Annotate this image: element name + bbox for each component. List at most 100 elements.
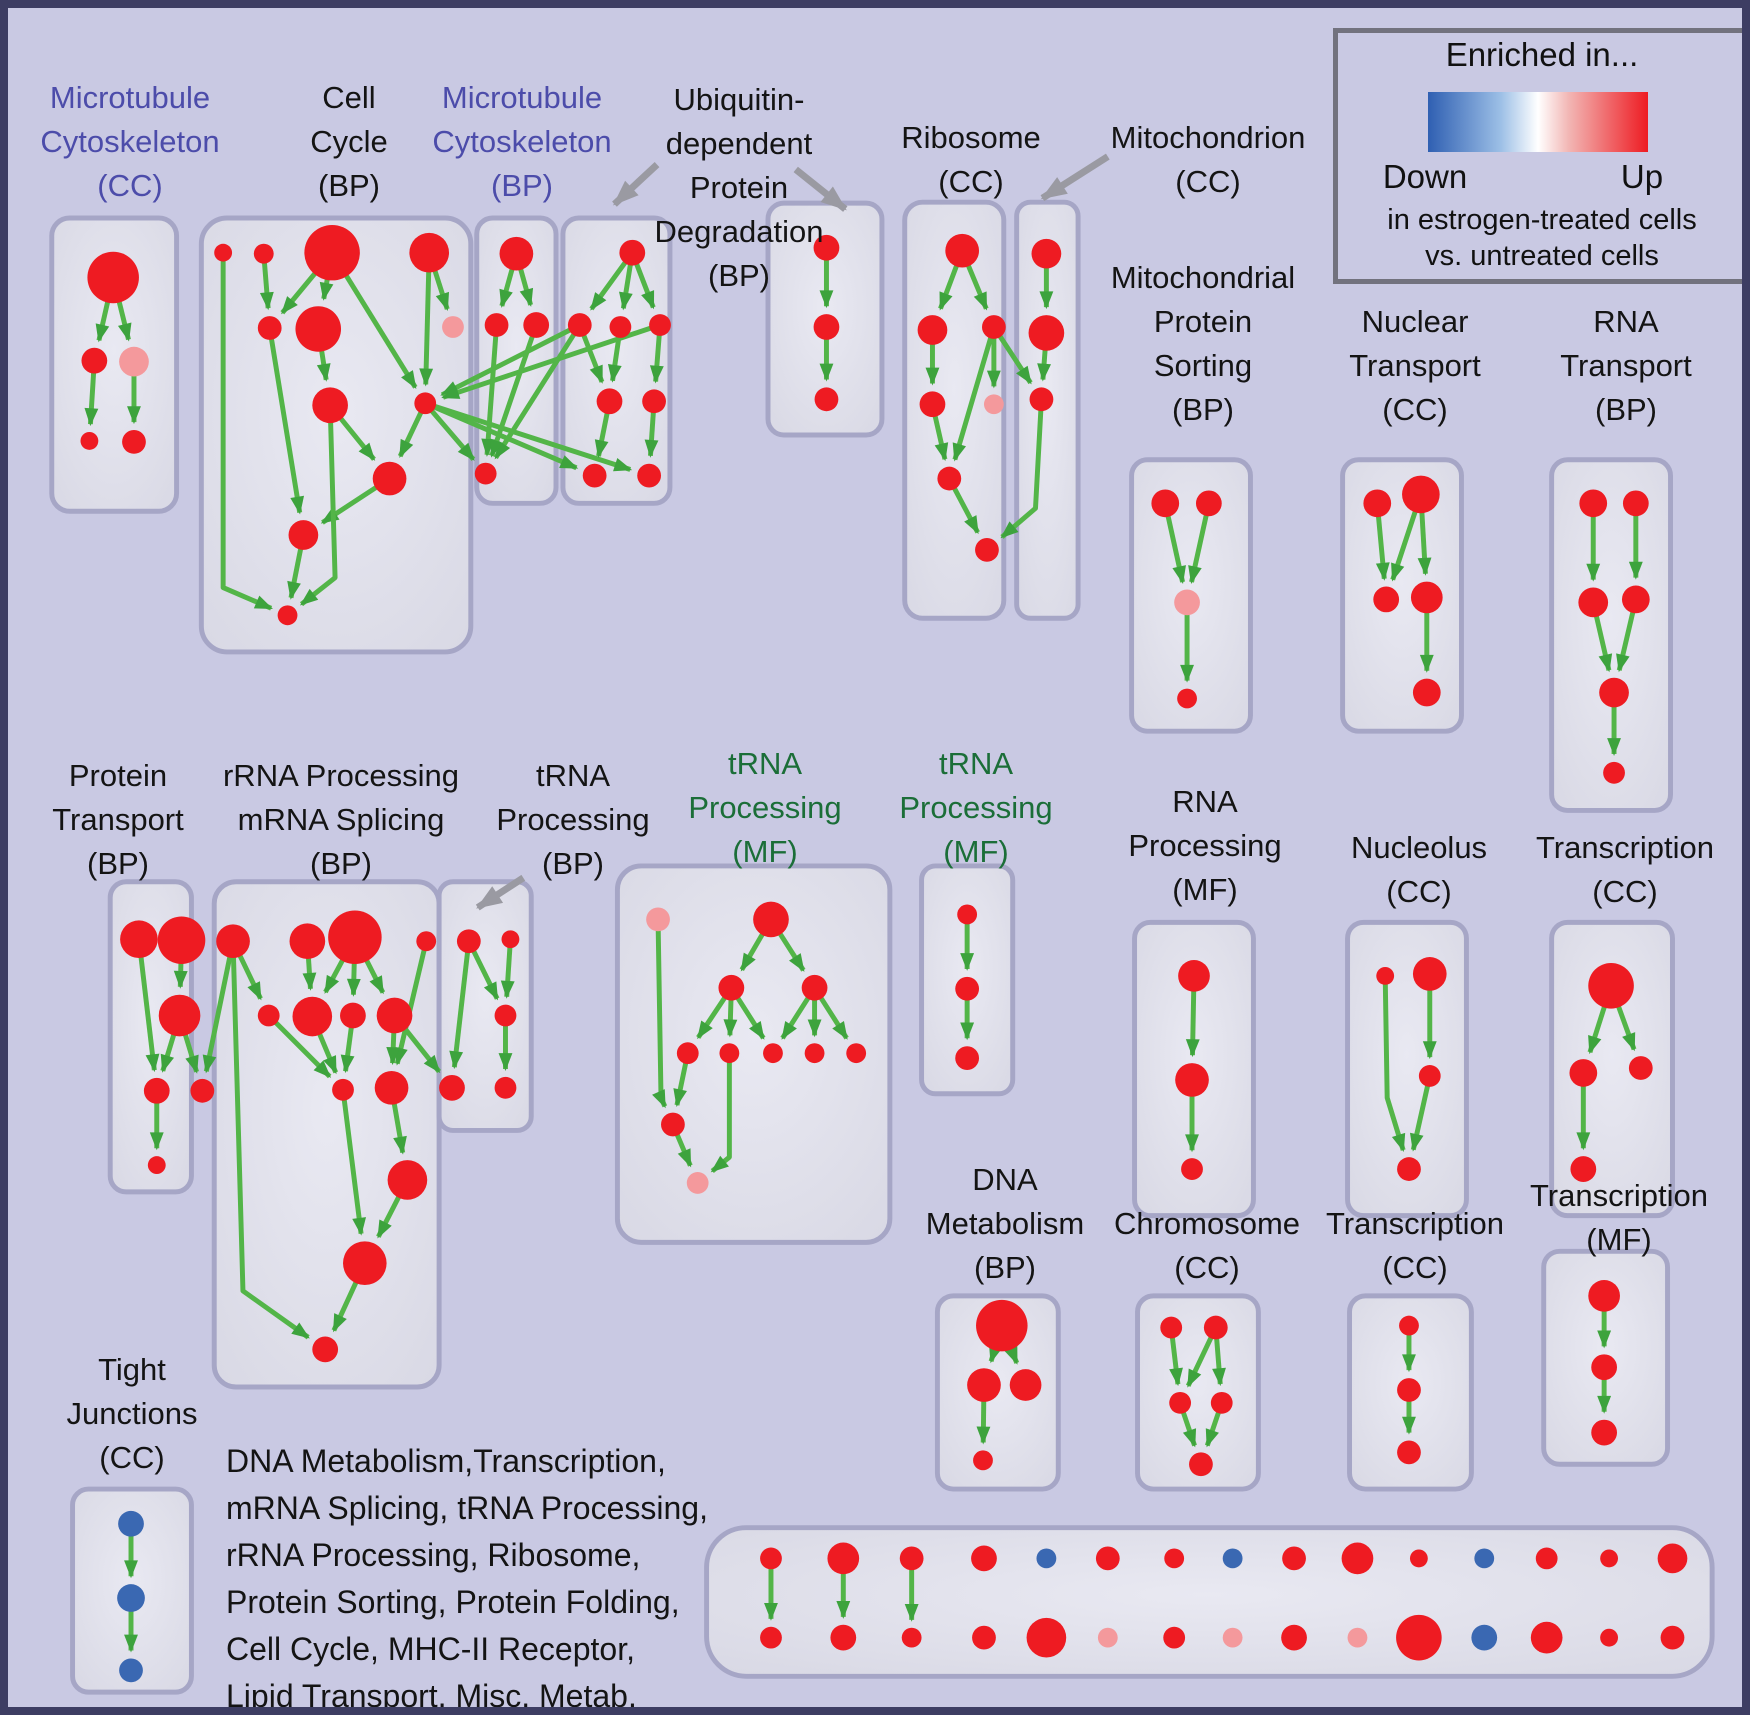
group-box-nucleolus-box [1345, 919, 1469, 1219]
go-term-node-n4-up [1412, 678, 1441, 707]
edge-r4-r8 [266, 1013, 332, 1079]
legend-up-label: Up [1620, 158, 1664, 195]
go-term-node-c0-up [214, 243, 233, 262]
group-label-tight-junctions-cc: Tight Junctions (CC) [66, 1352, 198, 1475]
go-term-node-p9-up [661, 1112, 685, 1137]
label-pointer-arrow-0 [612, 161, 660, 207]
group-label-protein-transport-bp: Protein Transport (BP) [52, 758, 184, 881]
go-term-node-c8-up [414, 392, 437, 415]
go-term-node-c9-up [372, 461, 407, 496]
go-term-node-r5-up [292, 996, 333, 1037]
edge-r8-r11 [340, 1089, 367, 1236]
group-box-rnatransport-box [1549, 457, 1673, 813]
go-term-node-u4-up [596, 388, 623, 415]
go-term-node-p4-up [676, 1042, 699, 1065]
go-term-node-f4-up [494, 1076, 517, 1099]
go-term-node-r6-up [340, 1002, 366, 1029]
go-term-node-y2-up [1418, 1065, 1441, 1087]
go-term-node-w1-up [955, 976, 980, 1001]
go-term-node-u6-up [582, 463, 607, 488]
go-term-node-d3-up [973, 1450, 993, 1471]
group-box-bottomrow-box [704, 1525, 1715, 1679]
misc-text-line: Protein Sorting, Protein Folding, [226, 1584, 680, 1620]
go-term-node-bw6t-up [1164, 1548, 1185, 1569]
go-term-node-r0-up [216, 924, 250, 959]
go-term-node-bw12b-up [1530, 1621, 1563, 1654]
go-term-node-bw0t-up [760, 1547, 782, 1570]
go-term-node-e1-up [157, 916, 206, 964]
go-term-node-k2-up [1591, 1419, 1618, 1446]
go-term-node-r9-up [374, 1070, 409, 1105]
go-term-node-bw4b-up [1026, 1617, 1067, 1658]
group-label-nuclear-transport-cc: Nuclear Transport (CC) [1349, 304, 1481, 427]
go-term-node-b1-up [917, 315, 948, 345]
go-term-node-s3-up [1177, 688, 1197, 709]
label-pointer-arrow-1 [793, 166, 848, 212]
go-term-node-bw5b-up-weak [1097, 1627, 1118, 1648]
go-term-node-y1-up [1412, 957, 1447, 991]
go-term-node-a2-up-weak [119, 346, 149, 377]
edge-f1-f2 [500, 939, 515, 999]
go-term-node-n1-up [1402, 475, 1440, 514]
go-term-node-bw7t-down [1222, 1548, 1243, 1569]
go-term-node-q4-up [1599, 677, 1629, 708]
go-term-node-c6-up-weak [442, 316, 464, 338]
go-term-node-z2-up [1628, 1056, 1653, 1080]
go-term-node-u1-up [567, 313, 592, 337]
edge-t2-b6 [1000, 399, 1044, 539]
go-term-node-p2-up [718, 974, 745, 1001]
group-label-trna-processing-mf-2: tRNA Processing (MF) [899, 746, 1053, 869]
go-term-node-r7-up [376, 997, 413, 1034]
go-term-node-bw8t-up [1282, 1546, 1306, 1571]
go-term-node-r11-up [343, 1241, 387, 1285]
go-term-node-p5-up [719, 1043, 740, 1064]
group-box-rrna-box [211, 879, 442, 1390]
go-term-node-r3-up [416, 931, 437, 952]
go-term-node-f1-up [501, 930, 520, 949]
misc-text-line: Cell Cycle, MHC-II Receptor, [226, 1631, 635, 1667]
go-term-node-r2-up [328, 910, 382, 964]
go-term-node-bw10b-up [1396, 1614, 1442, 1661]
go-term-node-c1-up [253, 243, 274, 264]
go-term-node-bw5t-up [1095, 1546, 1120, 1571]
go-term-node-r12-up [312, 1336, 339, 1363]
go-term-node-q0-up [1579, 489, 1608, 518]
go-term-node-b2-up [981, 315, 1006, 339]
go-term-node-c4-up [257, 316, 282, 340]
go-term-node-e5-up [147, 1156, 166, 1175]
group-label-mitochondrion-cc: Mitochondrion (CC) [1110, 120, 1306, 199]
go-term-node-b3-up [919, 391, 946, 418]
edge-c8-u7 [424, 400, 633, 472]
edge-r3-r9 [394, 940, 429, 1066]
edge-m2-m3 [489, 324, 539, 458]
go-term-node-c7-up [312, 387, 348, 424]
go-term-node-h0-up [1160, 1316, 1183, 1339]
misc-text-line: Lipid Transport, Misc. Metab. [226, 1678, 637, 1714]
edge-u1-m3 [493, 323, 582, 460]
go-term-node-d1-up [967, 1368, 1001, 1402]
edge-p5-p10 [710, 1053, 732, 1173]
go-term-node-n2-up [1373, 586, 1400, 613]
misc-text-line: mRNA Splicing, tRNA Processing, [226, 1490, 708, 1526]
edge-c8-m3 [423, 401, 476, 461]
go-term-node-f3-up [439, 1074, 465, 1101]
go-term-node-c11-up [277, 605, 298, 626]
go-term-node-h3-up [1210, 1391, 1233, 1414]
edge-s1-s2 [1188, 502, 1212, 585]
go-term-node-m3-up [474, 462, 497, 485]
go-term-node-j0-up [1399, 1315, 1419, 1336]
go-term-node-v1-up [813, 314, 840, 340]
go-term-node-e2-up [158, 994, 201, 1037]
go-term-node-j1-up [1397, 1378, 1421, 1402]
go-term-node-m0-up [499, 236, 534, 271]
go-term-node-v0-up [813, 234, 840, 261]
go-term-node-g2-down [119, 1658, 143, 1683]
go-term-node-k0-up [1588, 1280, 1620, 1312]
edge-m1-m3 [481, 324, 500, 457]
edge-b2-b5 [952, 326, 997, 462]
go-term-node-bw11t-down [1474, 1548, 1495, 1569]
go-term-node-q1-up [1622, 490, 1649, 517]
go-term-node-p6-up [763, 1043, 783, 1064]
go-term-node-z1-up [1569, 1059, 1598, 1087]
